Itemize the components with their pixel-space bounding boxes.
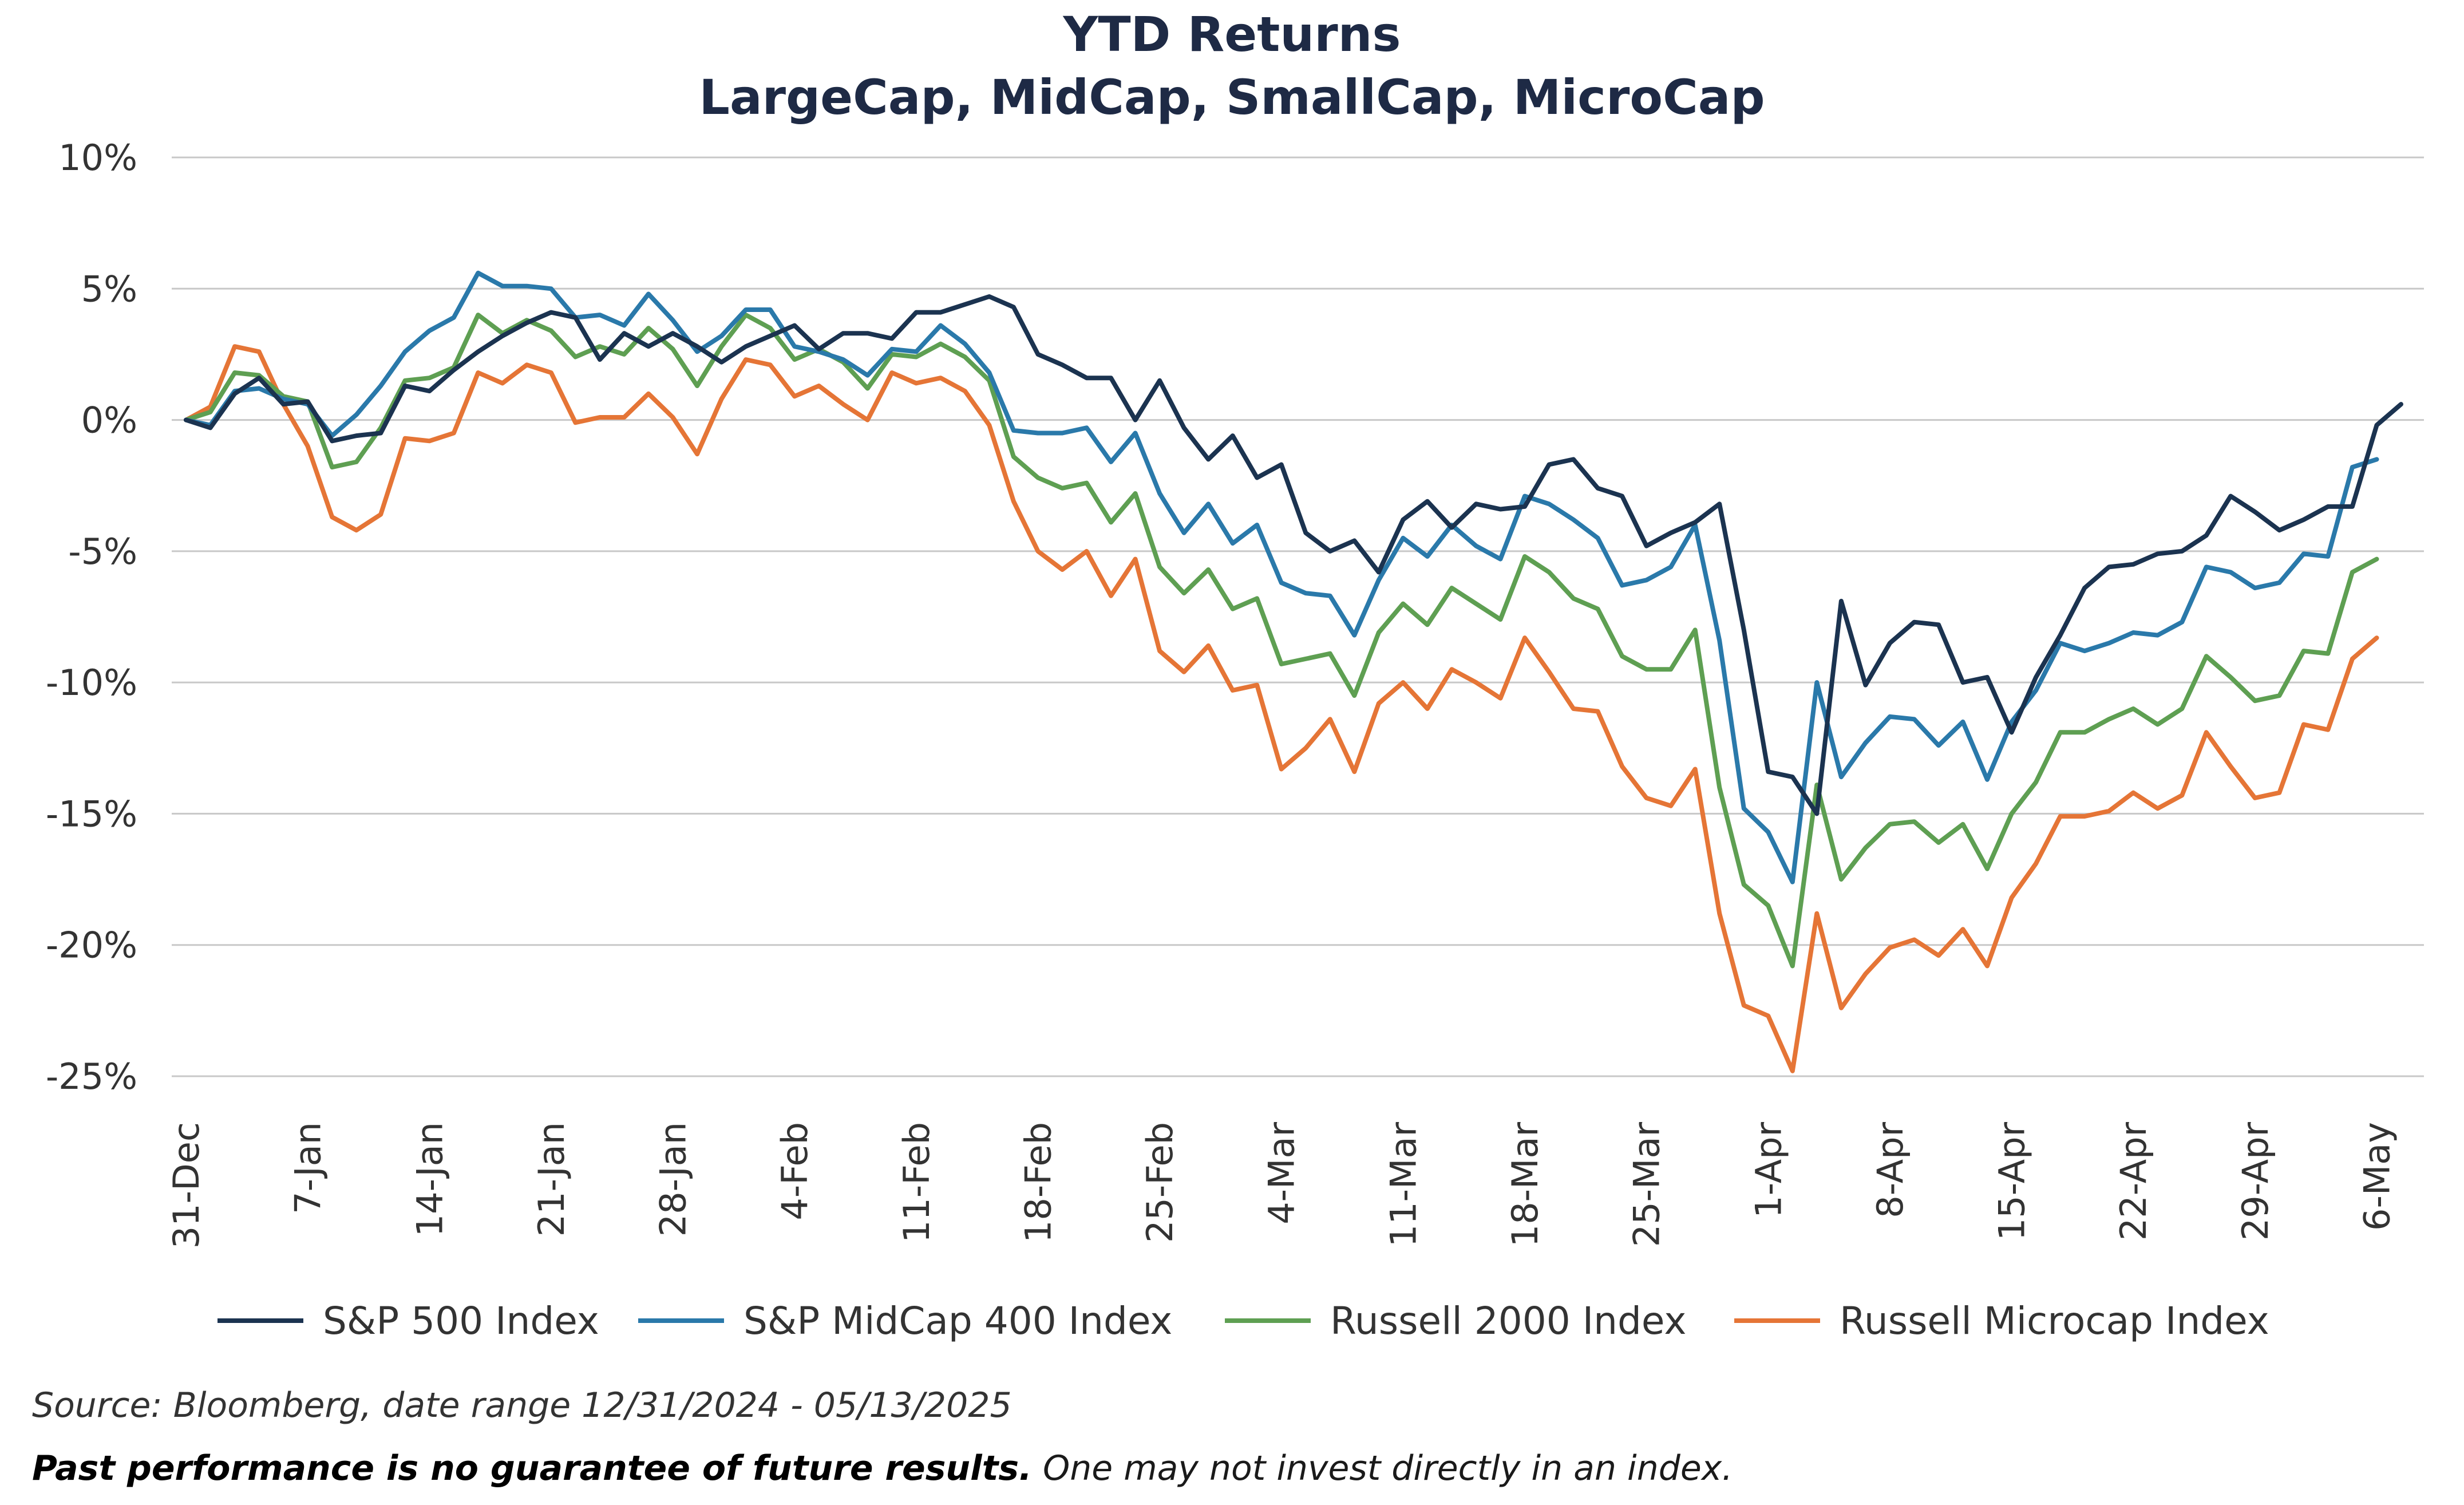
x-tick-label: 4-Feb [774,1122,816,1220]
source-footnote: Source: Bloomberg, date range 12/31/2024… [32,1385,1012,1425]
legend-item-sp500: S&P 500 Index [217,1298,599,1343]
legend-item-russell-microcap: Russell Microcap Index [1734,1298,2269,1343]
y-tick-label: -20% [46,925,137,966]
x-tick-label: 1-Apr [1747,1121,1789,1218]
disclaimer-footnote: Past performance is no guarantee of futu… [32,1448,1733,1488]
x-axis-tick-labels: 31-Dec 7-Jan 14-Jan 21-Jan 28-Jan 4-Feb 11-Feb… [165,1121,2398,1249]
y-tick-label: 10% [58,137,137,179]
x-tick-label: 31-Dec [165,1122,207,1249]
y-tick-label: -15% [46,793,137,835]
series-line-russell-2000-index [184,313,2379,969]
x-tick-label: 21-Jan [531,1122,572,1237]
legend-swatch-russell-2000 [1225,1318,1311,1323]
legend-label-sp-midcap-400: S&P MidCap 400 Index [743,1298,1173,1343]
y-tick-label: 0% [81,400,137,441]
series-lines [184,270,2403,1073]
x-tick-label: 18-Feb [1017,1122,1059,1243]
disclaimer-bold-text: Past performance is no guarantee of futu… [32,1448,1032,1488]
legend-label-russell-2000: Russell 2000 Index [1330,1298,1687,1343]
x-tick-label: 11-Mar [1382,1121,1424,1247]
legend-swatch-sp-midcap-400 [638,1318,724,1323]
series-line-s-p-500-index [184,294,2403,816]
legend-label-russell-microcap: Russell Microcap Index [1840,1298,2269,1343]
disclaimer-text: One may not invest directly in an index. [1031,1448,1733,1488]
chart-subtitle: LargeCap, MidCap, SmallCap, MicroCap [699,69,1765,125]
chart-title: YTD Returns [1063,6,1401,62]
legend-label-sp500: S&P 500 Index [323,1298,599,1343]
x-tick-label: 11-Feb [896,1122,938,1243]
x-tick-label: 25-Mar [1626,1121,1668,1247]
y-tick-label: 5% [81,268,137,310]
x-tick-label: 18-Mar [1504,1121,1546,1247]
y-tick-label: -10% [46,662,137,704]
x-tick-label: 6-May [2356,1122,2398,1231]
x-tick-label: 14-Jan [409,1122,450,1237]
x-tick-label: 25-Feb [1139,1122,1181,1243]
series-line-s-p-midcap-400-index [184,270,2379,884]
legend-swatch-sp500 [217,1318,303,1323]
legend-swatch-russell-microcap [1734,1318,1820,1323]
x-tick-label: 4-Mar [1261,1121,1303,1224]
legend-item-russell-2000: Russell 2000 Index [1225,1298,1687,1343]
y-tick-label: -25% [46,1056,137,1097]
x-tick-label: 29-Apr [2234,1122,2276,1241]
y-tick-label: -5% [68,531,137,572]
x-tick-label: 15-Apr [1991,1122,2033,1241]
x-tick-label: 8-Apr [1869,1121,1911,1218]
x-tick-label: 22-Apr [2113,1122,2154,1241]
x-tick-label: 7-Jan [287,1122,329,1214]
y-axis-tick-labels: 10% 5% 0% -5% -10% -15% -20% -25% [46,137,137,1097]
series-line-russell-microcap-index [184,344,2379,1073]
legend-item-sp-midcap-400: S&P MidCap 400 Index [638,1298,1173,1343]
x-tick-label: 28-Jan [652,1122,694,1237]
gridlines [172,156,2424,1077]
